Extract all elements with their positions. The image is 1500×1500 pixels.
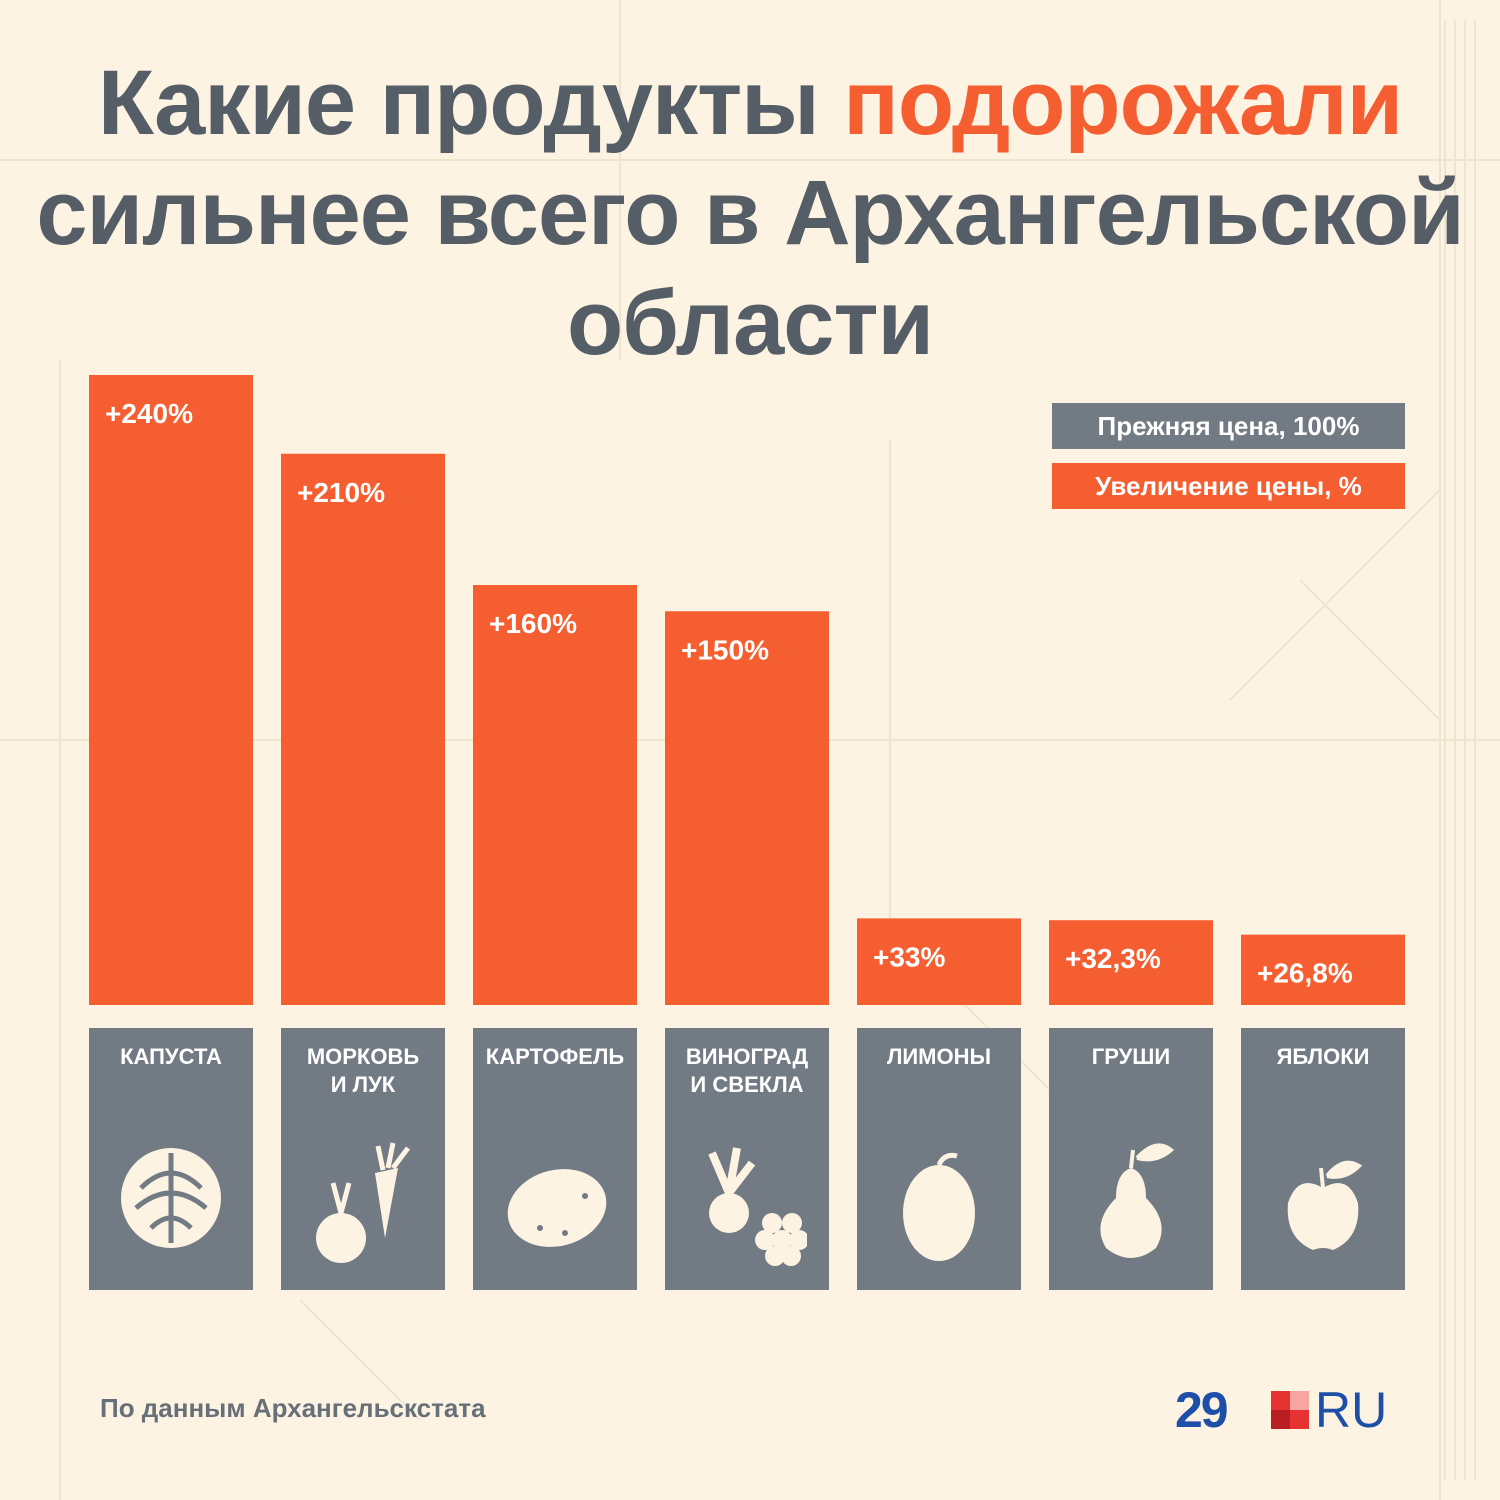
- product-label-line1: ЯБЛОКИ: [1276, 1044, 1370, 1069]
- bar-value-label: +150%: [681, 634, 769, 665]
- legend-price-increase: Увеличение цены, %: [1052, 463, 1405, 509]
- product-label: МОРКОВЬ И ЛУК: [281, 1043, 445, 1099]
- title-line3: области: [566, 272, 934, 374]
- bar-value-label: +240%: [105, 398, 193, 429]
- bar-7: [1241, 934, 1405, 1005]
- product-label: ВИНОГРАД И СВЕКЛА: [665, 1043, 829, 1099]
- product-label: КАРТОФЕЛЬ: [473, 1043, 637, 1071]
- product-label-line2: И ЛУК: [330, 1072, 396, 1097]
- bar-value-label: +32,3%: [1065, 943, 1161, 974]
- bar-value-label: +160%: [489, 608, 577, 639]
- bar-3: [473, 585, 637, 1005]
- carrot-onion-icon: [316, 1142, 410, 1263]
- product-label: ГРУШИ: [1049, 1043, 1213, 1071]
- product-label: КАПУСТА: [89, 1043, 253, 1071]
- title-line2: сильнее всего в Архангельской: [36, 162, 1464, 264]
- product-label-line1: КАПУСТА: [120, 1044, 222, 1069]
- product-label: ЛИМОНЫ: [857, 1043, 1021, 1071]
- bar-chart: +240% +210% +160% +150% +33% +32,3% +26,8%: [89, 375, 1405, 1005]
- product-card: КАПУСТА: [89, 1028, 253, 1290]
- bar-4: [665, 611, 829, 1005]
- product-card: ВИНОГРАД И СВЕКЛА: [665, 1028, 829, 1290]
- bar-1: [89, 375, 253, 1005]
- page-title: Какие продукты подорожали сильнее всего …: [0, 48, 1500, 378]
- bar-2: [281, 453, 445, 1005]
- beet-grape-icon: [708, 1147, 807, 1266]
- title-part1: Какие продукты: [97, 52, 844, 154]
- logo-suffix: RU: [1315, 1382, 1388, 1438]
- bar-value-label: +26,8%: [1257, 958, 1353, 989]
- product-label-line1: КАРТОФЕЛЬ: [485, 1044, 625, 1069]
- product-label-line1: МОРКОВЬ: [306, 1044, 420, 1069]
- lemon-icon: [903, 1152, 975, 1261]
- product-label-line2: И СВЕКЛА: [690, 1072, 804, 1097]
- product-card: МОРКОВЬ И ЛУК: [281, 1028, 445, 1290]
- bar-5: [857, 918, 1021, 1005]
- product-label-line1: ГРУШИ: [1091, 1044, 1171, 1069]
- title-accent: подорожали: [843, 52, 1403, 154]
- product-label: ЯБЛОКИ: [1241, 1043, 1405, 1071]
- legend: Прежняя цена, 100% Увеличение цены, %: [1052, 403, 1405, 523]
- pear-icon: [1100, 1143, 1175, 1258]
- bar-value-label: +33%: [873, 941, 945, 972]
- potato-icon: [507, 1169, 607, 1247]
- product-label-line1: ЛИМОНЫ: [886, 1044, 992, 1069]
- legend-base-price: Прежняя цена, 100%: [1052, 403, 1405, 449]
- bar-value-label: +210%: [297, 477, 385, 508]
- apple-icon: [1287, 1160, 1363, 1250]
- logo-square-icon: [1271, 1391, 1309, 1429]
- product-card: ГРУШИ: [1049, 1028, 1213, 1290]
- source-note: По данным Архангельскстата: [100, 1393, 486, 1423]
- product-card: ЛИМОНЫ: [857, 1028, 1021, 1290]
- logo-number: 29: [1175, 1382, 1229, 1438]
- product-label-line1: ВИНОГРАД: [685, 1044, 809, 1069]
- product-card: КАРТОФЕЛЬ: [473, 1028, 637, 1290]
- product-card: ЯБЛОКИ: [1241, 1028, 1405, 1290]
- bar-6: [1049, 920, 1213, 1005]
- cabbage-icon: [121, 1148, 221, 1248]
